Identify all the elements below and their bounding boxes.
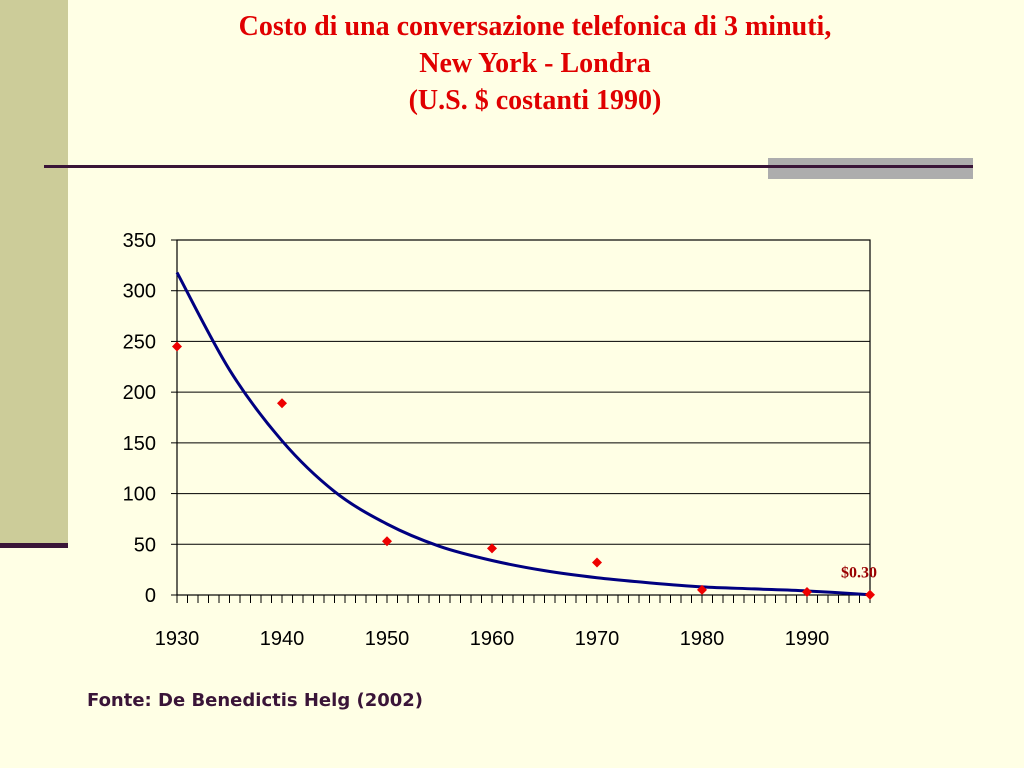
data-point (592, 557, 602, 568)
data-point (382, 536, 392, 547)
x-tick-label: 1990 (785, 628, 830, 650)
side-decoration-line (0, 543, 68, 548)
axes: 0 50 100 150 200 250 300 350 1930 1940 1950 1960 197… (123, 230, 871, 650)
y-tick-label: 200 (123, 382, 156, 404)
trend-curve (175, 271, 871, 597)
source-note: Fonte: De Benedictis Helg (2002) (87, 690, 424, 711)
data-point (802, 586, 812, 597)
x-tick-label: 1980 (680, 628, 725, 650)
y-tick-label: 50 (134, 534, 156, 556)
header-gray-bar (768, 158, 973, 179)
x-tick-label: 1970 (575, 628, 620, 650)
x-tick-label: 1940 (260, 628, 305, 650)
y-tick-label: 250 (123, 331, 156, 353)
header-rule (44, 165, 973, 168)
y-tick-label: 350 (123, 230, 156, 252)
plot-frame (176, 239, 871, 596)
y-tick-label: 300 (123, 281, 156, 303)
annotation-label: $0.30 (841, 565, 877, 582)
data-points (172, 341, 875, 600)
x-tick-label: 1960 (470, 628, 515, 650)
data-point (865, 589, 875, 600)
trend-line (175, 271, 871, 597)
title-line-1: Costo di una conversazione telefonica di… (238, 11, 832, 42)
title-line-2: New York - Londra (419, 48, 651, 79)
data-point (697, 584, 707, 595)
data-point (277, 398, 287, 409)
grid-lines (177, 290, 870, 545)
data-point (172, 341, 182, 352)
x-tick-label: 1950 (365, 628, 410, 650)
data-point (487, 543, 497, 554)
annotations: $0.30 (841, 565, 877, 582)
x-tick-label: 1930 (155, 628, 200, 650)
y-tick-label: 100 (123, 484, 156, 506)
side-decoration-band (0, 0, 68, 545)
page-title: Costo di una conversazione telefonica di… (80, 8, 990, 119)
y-tick-label: 150 (123, 433, 156, 455)
y-tick-label: 0 (145, 585, 156, 607)
title-line-3: (U.S. $ costanti 1990) (408, 85, 662, 116)
